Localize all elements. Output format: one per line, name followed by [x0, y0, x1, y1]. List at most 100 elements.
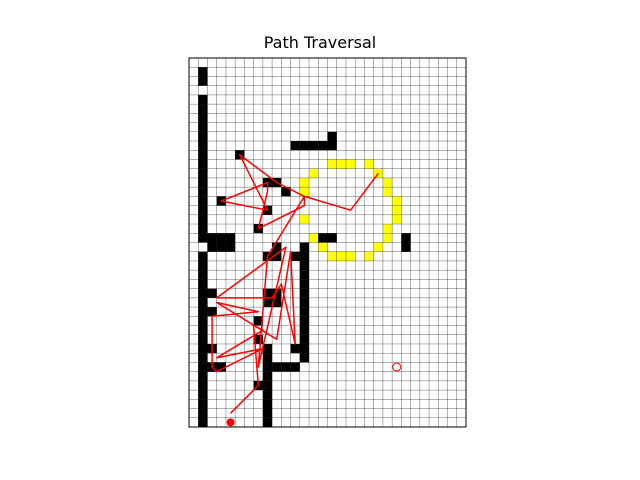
circle-cell — [392, 214, 402, 225]
obstacle-cell — [198, 353, 208, 363]
obstacle-cell — [262, 297, 273, 308]
circle-cell — [309, 168, 319, 178]
obstacle-cell — [309, 141, 319, 151]
circle-cell — [299, 214, 310, 225]
obstacle-cell — [198, 104, 208, 114]
path-line — [211, 154, 379, 414]
obstacle-cell — [299, 242, 310, 252]
obstacle-cell — [216, 242, 226, 252]
obstacle-cell — [318, 233, 328, 243]
start-marker — [226, 418, 235, 427]
obstacle-cell — [198, 113, 208, 123]
obstacle-cell — [327, 131, 337, 142]
obstacle-cell — [299, 307, 310, 317]
obstacle-cell — [272, 362, 282, 372]
obstacle-cell — [299, 297, 310, 308]
obstacle-cell — [198, 362, 208, 372]
obstacle-cell — [198, 168, 208, 178]
obstacle-cell — [327, 141, 337, 151]
obstacle-cell — [290, 343, 300, 354]
obstacle-cell — [401, 233, 411, 243]
obstacle-cell — [198, 177, 208, 188]
circle-cell — [327, 159, 337, 169]
obstacle-cell — [290, 362, 300, 372]
obstacle-cell — [198, 67, 208, 77]
obstacle-cell — [216, 362, 226, 372]
circle-cell — [336, 159, 346, 169]
obstacle-cell — [198, 94, 208, 105]
obstacle-cell — [198, 399, 208, 409]
obstacle-cell — [198, 408, 208, 418]
obstacle-cell — [198, 270, 208, 280]
obstacle-cell — [262, 362, 273, 372]
obstacle-cell — [253, 316, 263, 326]
obstacle-cell — [262, 353, 273, 363]
obstacle-cell — [262, 417, 273, 427]
obstacle-cell — [198, 390, 208, 400]
obstacle-cell — [299, 288, 310, 298]
obstacle-cell — [198, 343, 208, 354]
obstacle-cell — [272, 242, 282, 252]
obstacle-cell — [401, 242, 411, 252]
circle-cell — [327, 251, 337, 261]
obstacle-cell — [299, 316, 310, 326]
circle-cell — [299, 177, 310, 188]
obstacle-cell — [198, 76, 208, 86]
obstacle-cell — [198, 214, 208, 225]
obstacle-cell — [216, 233, 226, 243]
obstacle-cell — [198, 316, 208, 326]
obstacle-cell — [198, 251, 208, 261]
obstacle-cell — [262, 288, 273, 298]
obstacle-cell — [262, 390, 273, 400]
obstacle-cell — [198, 233, 208, 243]
obstacle-cell — [198, 141, 208, 151]
circle-cell — [318, 242, 328, 252]
obstacle-cell — [198, 122, 208, 132]
obstacle-cell — [207, 307, 217, 317]
obstacle-cell — [290, 141, 300, 151]
obstacle-cell — [262, 399, 273, 409]
circle-cell — [373, 242, 383, 252]
obstacle-cell — [262, 380, 273, 391]
obstacle-cell — [198, 325, 208, 335]
circle-cell — [392, 205, 402, 215]
circle-cell — [382, 177, 393, 188]
obstacle-cell — [299, 334, 310, 344]
obstacle-cell — [299, 251, 310, 261]
obstacle-cell — [207, 233, 217, 243]
obstacle-cell — [207, 242, 217, 252]
obstacle-cell — [225, 242, 236, 252]
chart-title: Path Traversal — [263, 33, 377, 52]
obstacle-cell — [198, 297, 208, 308]
obstacle-cell — [198, 417, 208, 427]
obstacle-cell — [262, 343, 273, 354]
obstacle-cell — [207, 288, 217, 298]
obstacle-cell — [198, 196, 208, 206]
circle-cell — [392, 196, 402, 206]
obstacle-cell — [327, 233, 337, 243]
obstacle-cell — [253, 334, 263, 344]
obstacle-cell — [198, 371, 208, 381]
circle-cell — [299, 187, 310, 197]
obstacle-cell — [299, 353, 310, 363]
circle-cell — [336, 251, 346, 261]
obstacle-cell — [198, 380, 208, 391]
obstacle-cell — [225, 233, 236, 243]
obstacle-cell — [198, 307, 208, 317]
obstacle-cell — [198, 159, 208, 169]
obstacle-cell — [272, 297, 282, 308]
circle-cell — [382, 224, 393, 234]
circle-cell — [345, 159, 356, 169]
obstacle-cell — [198, 150, 208, 160]
obstacle-cell — [198, 131, 208, 142]
goal-marker — [392, 362, 402, 372]
obstacle-cell — [318, 141, 328, 151]
obstacle-cell — [198, 187, 208, 197]
obstacle-cell — [198, 205, 208, 215]
obstacle-cell — [198, 260, 208, 271]
circle-cell — [345, 251, 356, 261]
obstacle-cell — [262, 408, 273, 418]
obstacle-cell — [299, 325, 310, 335]
obstacle-cell — [198, 334, 208, 344]
